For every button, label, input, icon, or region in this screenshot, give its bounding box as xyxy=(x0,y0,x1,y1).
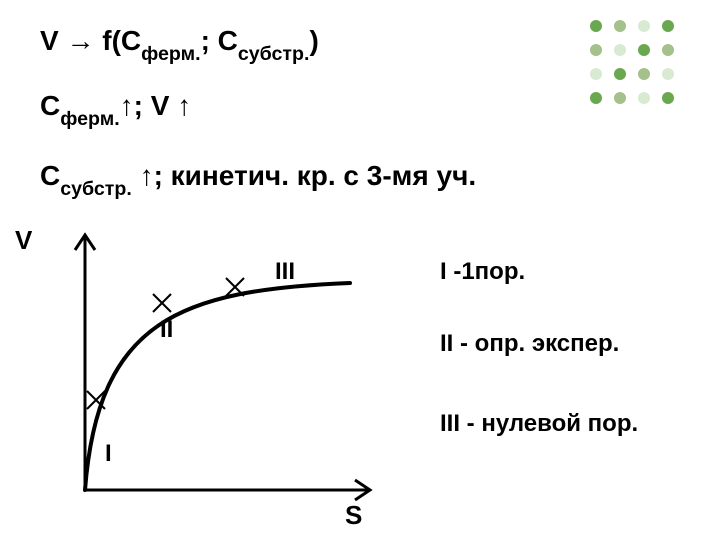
region-label-II: II xyxy=(160,316,173,344)
deco-dot xyxy=(638,92,650,104)
line3-sub1: субстр. xyxy=(60,178,132,200)
deco-dot xyxy=(614,68,626,80)
deco-dot xyxy=(614,20,626,32)
y-axis-label: V xyxy=(15,225,32,256)
deco-dot xyxy=(662,92,674,104)
line3-p0: C xyxy=(40,160,60,191)
formula-line-3: Cсубстр. ↑; кинетич. кр. с 3-мя уч. xyxy=(40,160,476,198)
line1-sub1: ферм. xyxy=(141,43,200,65)
line3-p2: ; кинетич. кр. с 3-мя уч. xyxy=(154,160,477,191)
formula-line-2: Cферм.↑; V ↑ xyxy=(40,90,191,128)
x-axis-label: S xyxy=(345,500,362,531)
right-arrow-icon: → xyxy=(66,25,94,57)
deco-dot xyxy=(614,44,626,56)
up-arrow-icon: ↑ xyxy=(120,90,134,122)
deco-dot xyxy=(590,20,602,32)
dots-decoration xyxy=(590,20,700,130)
slide: V → f(Cферм.; Cсубстр.) Cферм.↑; V ↑ Cсу… xyxy=(0,0,720,540)
line1-p3: ) xyxy=(309,25,318,56)
up-arrow-icon: ↑ xyxy=(140,160,154,192)
deco-dot xyxy=(590,92,602,104)
chart-svg xyxy=(40,225,400,525)
legend-item-2: II - опр. экспер. xyxy=(440,330,619,358)
up-arrow-icon: ↑ xyxy=(177,90,191,122)
line1-p2: ; C xyxy=(201,25,238,56)
deco-dot xyxy=(662,44,674,56)
deco-dot xyxy=(590,44,602,56)
line2-sub1: ферм. xyxy=(60,108,119,130)
deco-dot xyxy=(638,20,650,32)
legend-item-3: III - нулевой пор. xyxy=(440,410,638,438)
deco-dot xyxy=(638,44,650,56)
deco-dot xyxy=(638,68,650,80)
deco-dot xyxy=(662,20,674,32)
kinetics-chart xyxy=(40,225,400,525)
line2-p1: ; V xyxy=(134,90,178,121)
region-label-III: III xyxy=(275,258,295,286)
line1-p1: f(C xyxy=(94,25,141,56)
deco-dot xyxy=(590,68,602,80)
formula-line-1: V → f(Cферм.; Cсубстр.) xyxy=(40,25,319,63)
deco-dot xyxy=(662,68,674,80)
legend-item-1: I -1пор. xyxy=(440,258,525,286)
line1-sub2: субстр. xyxy=(238,43,310,65)
deco-dot xyxy=(614,92,626,104)
line2-p0: C xyxy=(40,90,60,121)
line3-p1 xyxy=(132,160,140,191)
line1-p0: V xyxy=(40,25,66,56)
region-label-I: I xyxy=(105,440,112,468)
